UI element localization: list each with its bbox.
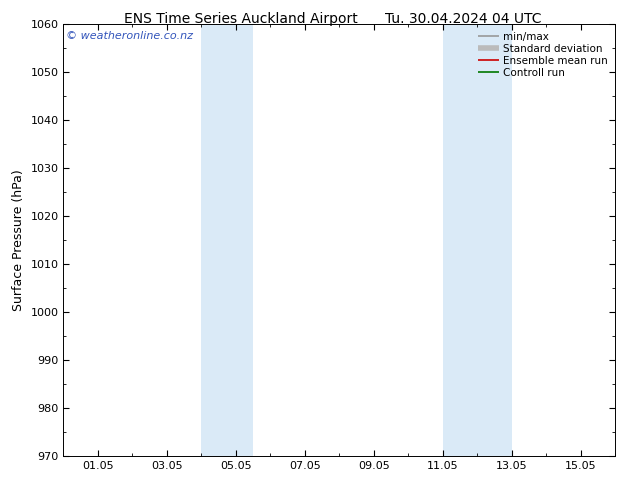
Text: Tu. 30.04.2024 04 UTC: Tu. 30.04.2024 04 UTC <box>385 12 541 26</box>
Bar <box>443 24 512 456</box>
Text: ENS Time Series Auckland Airport: ENS Time Series Auckland Airport <box>124 12 358 26</box>
Y-axis label: Surface Pressure (hPa): Surface Pressure (hPa) <box>12 169 25 311</box>
Legend: min/max, Standard deviation, Ensemble mean run, Controll run: min/max, Standard deviation, Ensemble me… <box>476 30 610 80</box>
Text: © weatheronline.co.nz: © weatheronline.co.nz <box>66 31 193 41</box>
Bar <box>202 24 253 456</box>
